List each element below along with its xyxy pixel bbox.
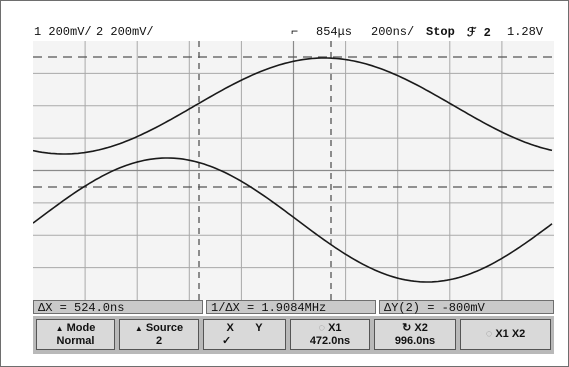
x2-value: 996.0ns bbox=[394, 335, 436, 347]
trigger-level[interactable]: 1.28V bbox=[507, 25, 544, 39]
x1-softkey[interactable]: ◌ X1 472.0ns bbox=[290, 319, 370, 350]
entry-knob-icon: ↻ bbox=[402, 322, 412, 334]
source-label: Source bbox=[145, 322, 184, 334]
ch1-scale[interactable]: 1 200mV/ bbox=[34, 25, 92, 39]
x2-softkey[interactable]: ↻ X2 996.0ns bbox=[374, 319, 456, 350]
x2-label: X2 bbox=[414, 322, 428, 334]
measurement-bar: ΔX = 524.0ns 1/ΔX = 1.9084MHz ΔY(2) = -8… bbox=[33, 300, 554, 315]
x1-label: X1 bbox=[328, 322, 342, 334]
x-mode-label: X bbox=[226, 322, 234, 334]
status-bar: 1 200mV/ 2 200mV/ ⌐ 854μs 200ns/ Stop ℱ … bbox=[33, 24, 554, 41]
channel-1-trace bbox=[33, 57, 553, 155]
xy-softkey[interactable]: X Y ✓ bbox=[203, 319, 286, 350]
up-triangle-icon: ▲ bbox=[134, 324, 143, 333]
ch2-scale[interactable]: 2 200mV/ bbox=[96, 25, 154, 39]
channel-2-trace bbox=[33, 157, 553, 283]
softkey-bar: ▲ Mode Normal ▲ Source 2 X Y ✓ ◌ X1 472.… bbox=[33, 316, 554, 354]
x1-x2-label: X1 X2 bbox=[495, 328, 526, 340]
check-icon: ✓ bbox=[222, 335, 232, 347]
mode-label: Mode bbox=[66, 322, 96, 334]
graticule-grid bbox=[33, 41, 554, 300]
entry-knob-icon: ◌ bbox=[485, 328, 493, 340]
delta-x-readout: ΔX = 524.0ns bbox=[33, 300, 203, 315]
mode-softkey[interactable]: ▲ Mode Normal bbox=[36, 319, 115, 350]
run-state: Stop bbox=[426, 25, 455, 39]
trigger-slope-icon: ℱ 2 bbox=[467, 26, 491, 40]
x1-x2-softkey[interactable]: ◌ X1 X2 bbox=[460, 319, 551, 350]
x1-value: 472.0ns bbox=[309, 335, 351, 347]
source-value: 2 bbox=[155, 335, 163, 347]
y-mode-label: Y bbox=[255, 322, 263, 334]
delay-readout[interactable]: 854μs bbox=[316, 25, 353, 39]
entry-knob-icon: ◌ bbox=[318, 322, 325, 334]
source-softkey[interactable]: ▲ Source 2 bbox=[119, 319, 199, 350]
timebase-readout[interactable]: 200ns/ bbox=[371, 25, 415, 39]
delta-y-readout: ΔY(2) = -800mV bbox=[379, 300, 554, 315]
up-triangle-icon: ▲ bbox=[55, 324, 64, 333]
trigger-marker-icon: ⌐ bbox=[291, 25, 299, 39]
inverse-delta-x-readout: 1/ΔX = 1.9084MHz bbox=[206, 300, 376, 315]
mode-value: Normal bbox=[56, 335, 95, 347]
waveform-screen bbox=[33, 41, 554, 300]
